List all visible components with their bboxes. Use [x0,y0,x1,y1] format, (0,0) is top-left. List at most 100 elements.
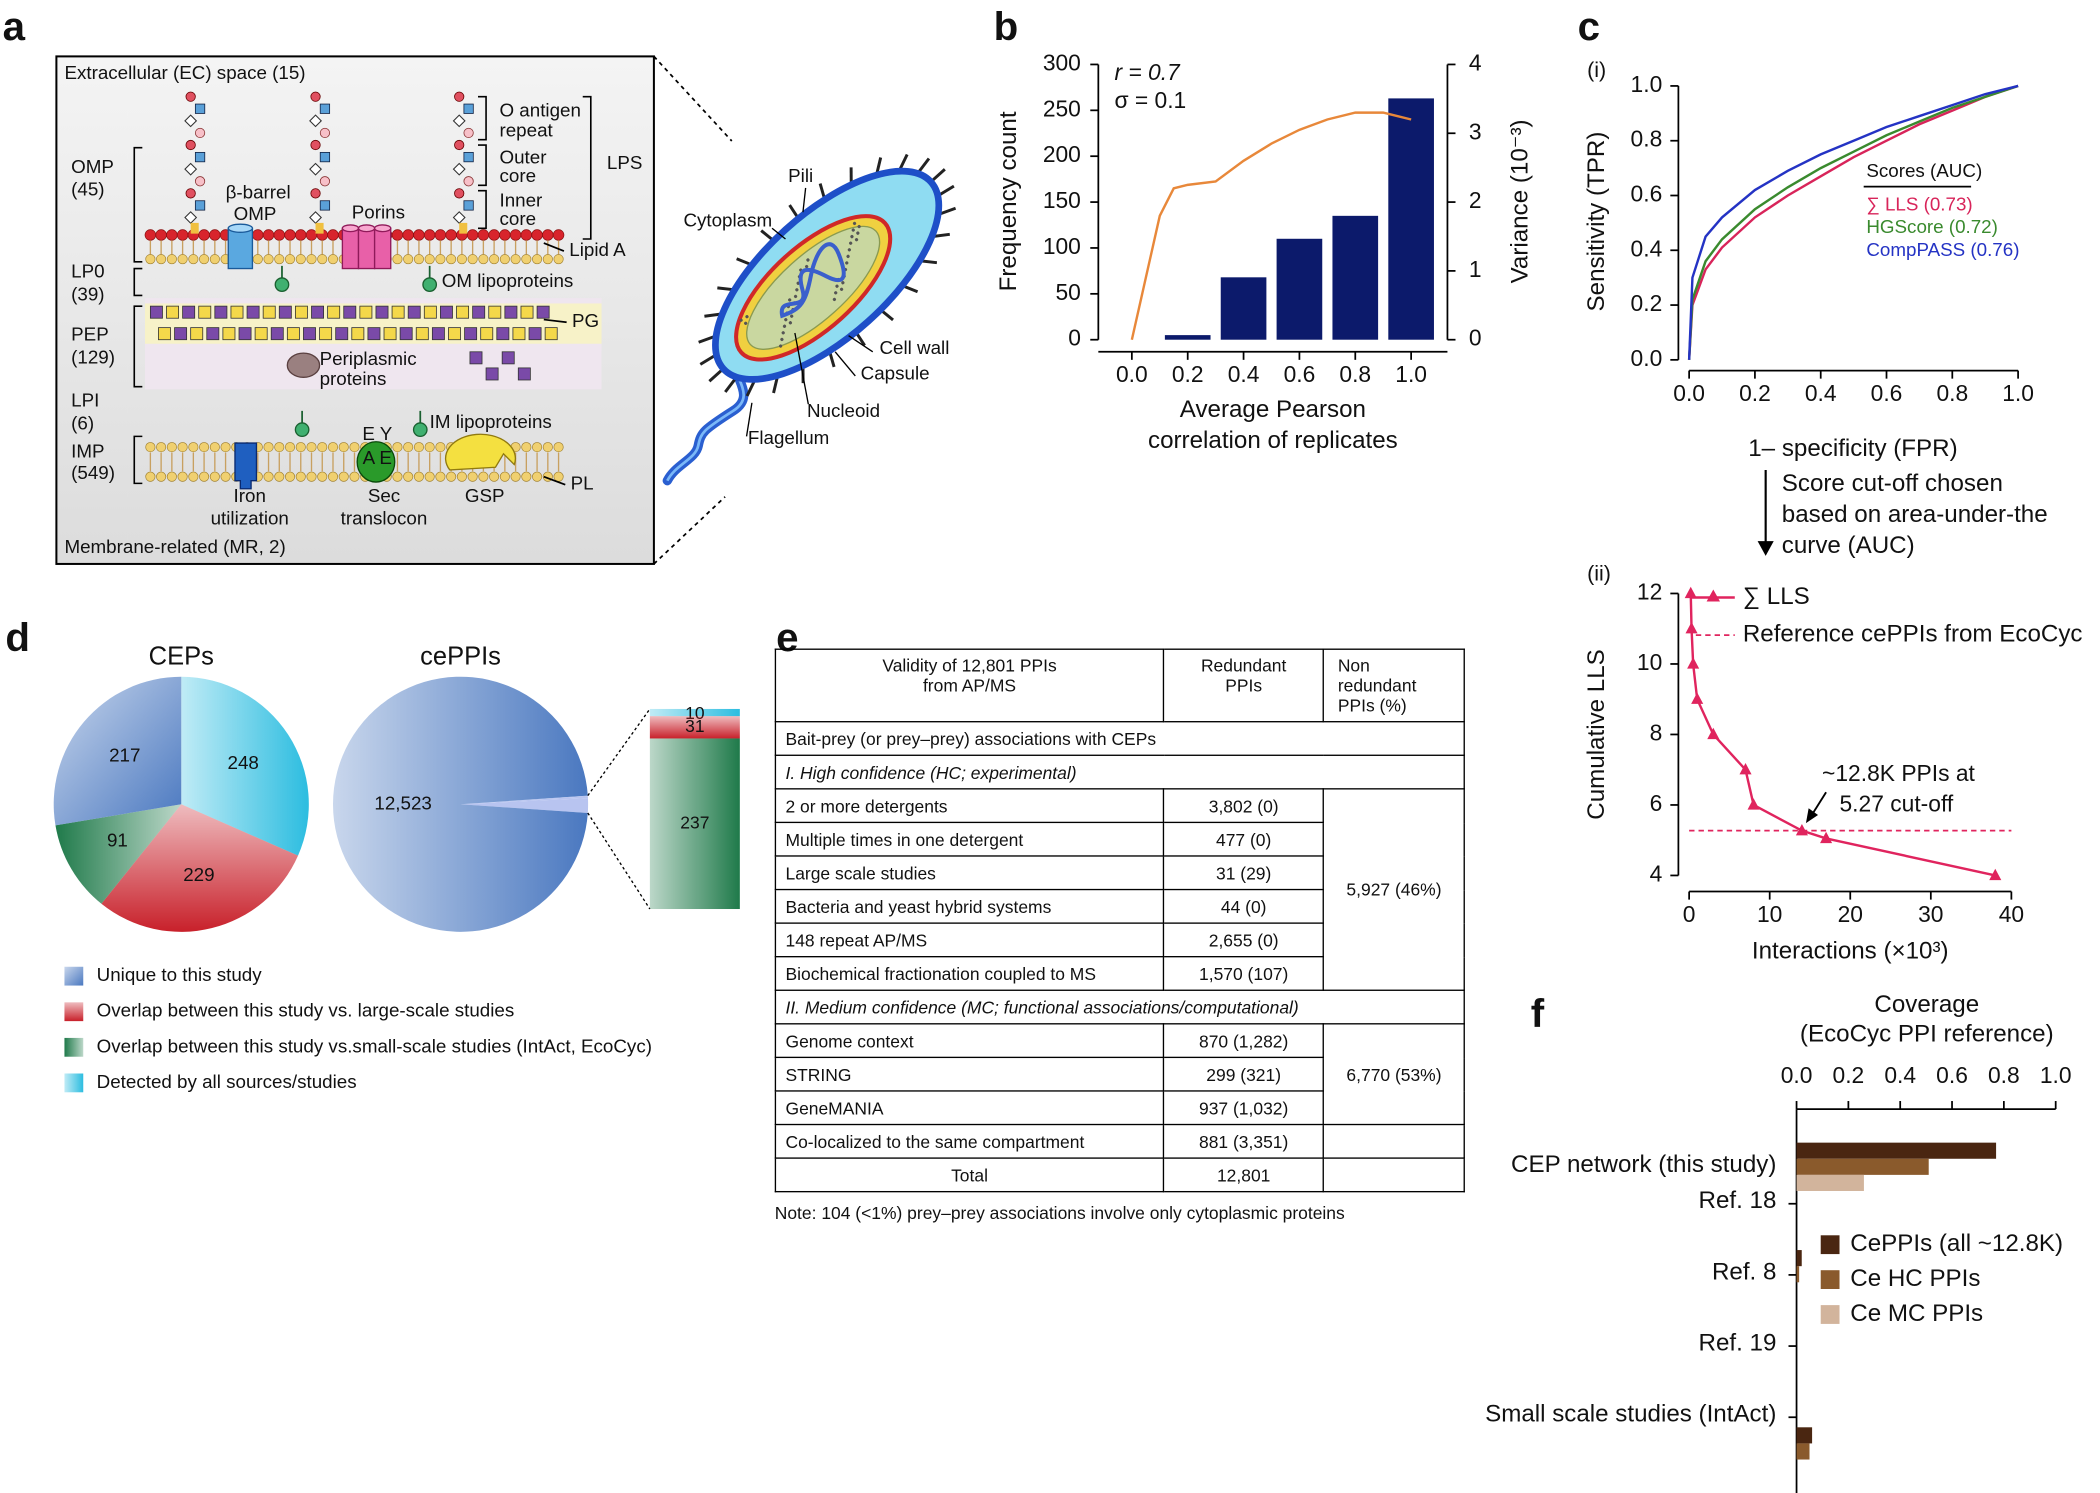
y-tick-label: 0.2 [1631,290,1663,316]
slice-label: 12,523 [374,792,431,813]
ribosome [852,221,857,226]
pg-unit [319,327,333,341]
periplasmic-protein [286,352,321,378]
leader [802,187,807,213]
ribosome [780,337,784,342]
legend-label: Reference cePPIs from EcoCyc [1743,620,2083,647]
category-label: Ref. 19 [1699,1329,1777,1356]
sugar [194,151,206,163]
lipid-head [338,471,349,482]
legend-label: Overlap between this study vs. large-sca… [97,1000,515,1021]
ribosome [857,224,861,229]
leader [543,475,566,486]
lipid-head [198,229,210,241]
lipid-head [284,442,296,453]
row-value: 299 (321) [1162,1056,1325,1092]
y-tick-label: 0.8 [1631,126,1663,152]
pg-unit [536,305,550,319]
lipid-head [338,442,349,453]
series-line [1687,84,2019,360]
lipid-head [391,229,404,241]
sugar [184,162,198,176]
ribosome [832,297,837,302]
legend-title: Scores (AUC) [1866,160,1982,181]
pg-unit [182,305,196,319]
lipid-head [295,471,306,482]
illustration-label: Outer [499,146,546,167]
pg-unit [472,305,486,319]
y2-axis-title: Variance (10⁻³) [1507,119,1534,283]
beta-barrel-top [227,223,254,233]
illustration-label: Lipid A [569,239,626,260]
illustration-label: Membrane-related (MR, 2) [64,536,285,557]
lipid-head [424,254,435,265]
x-tick-label: 0.0 [1116,361,1148,387]
pg-unit [407,305,421,319]
x-tick-label: 1.0 [2040,1062,2072,1088]
pg-unit [517,367,531,381]
y-tick-label: 1.0 [1631,71,1663,97]
lipid-head [553,254,564,265]
table-row: GeneMANIA 937 (1,032) [774,1090,1464,1126]
lipid-head [446,254,457,265]
lipid-head [423,229,436,241]
gsp [444,433,517,471]
annotation: ~12.8K PPIs at [1822,760,1975,786]
lipid-a-anchor [315,222,324,234]
lipid-head [392,471,403,482]
sugar [454,91,465,102]
illustration-label: O antigen [499,99,580,120]
segment-label: 31 [685,716,704,736]
nucleoid [779,242,846,319]
lipid-head [156,254,167,265]
lipid-head [274,471,285,482]
arrow-head [1757,541,1774,556]
section-title: I. High confidence (HC; experimental) [774,754,1465,790]
lipid-head [274,254,285,265]
pg-unit [254,327,268,341]
lipid-head [445,229,457,241]
lipoprotein [274,277,290,293]
ribosome [795,288,799,292]
lipid-head [499,254,510,265]
ribosome [854,238,859,242]
legend-label: Overlap between this study vs.small-scal… [97,1035,652,1056]
ribosome [779,344,783,348]
pg-unit [464,327,478,341]
porin-top [373,224,392,233]
porin [357,227,376,270]
illustration-label: utilization [211,508,289,529]
y-tick-label: 150 [1043,187,1081,213]
lipid-head [413,229,425,241]
lipid-head [274,442,285,453]
x-axis-title: Interactions (×10³) [1752,937,1949,964]
illustration-label: β-barrel [226,181,291,202]
illustration-label: core [499,165,536,186]
ribosome [856,231,860,235]
table-row: 148 repeat AP/MS 2,655 (0) [774,922,1464,958]
pg-unit [423,305,437,319]
sugar [319,200,331,211]
bar [1332,215,1379,340]
row-value: 1,570 (107) [1162,956,1325,991]
y2-tick-label: 0 [1469,325,1482,351]
lipid-head [467,254,478,265]
pg-unit [501,351,515,365]
lipid-head [466,229,479,241]
sugar [185,188,196,199]
table-body: Validity of 12,801 PPIs from AP/MS Redund… [774,648,1465,1193]
connector [587,812,651,910]
lipid-head [220,442,231,453]
sugar [319,103,331,114]
row-label: Biochemical fractionation coupled to MS [774,956,1165,991]
lipid-head [145,471,156,482]
breakout-segment [649,738,740,910]
x-tick-label: 0.0 [1781,1062,1813,1088]
lipid-head [176,229,189,241]
x-tick-label: 0.0 [1673,380,1705,406]
illustration-label: core [499,208,536,229]
segment-label: 237 [680,812,709,832]
x-tick-label: 30 [1918,901,1943,927]
section-row: II. Medium confidence (MC; functional as… [774,989,1465,1025]
lipid-head [209,229,221,241]
